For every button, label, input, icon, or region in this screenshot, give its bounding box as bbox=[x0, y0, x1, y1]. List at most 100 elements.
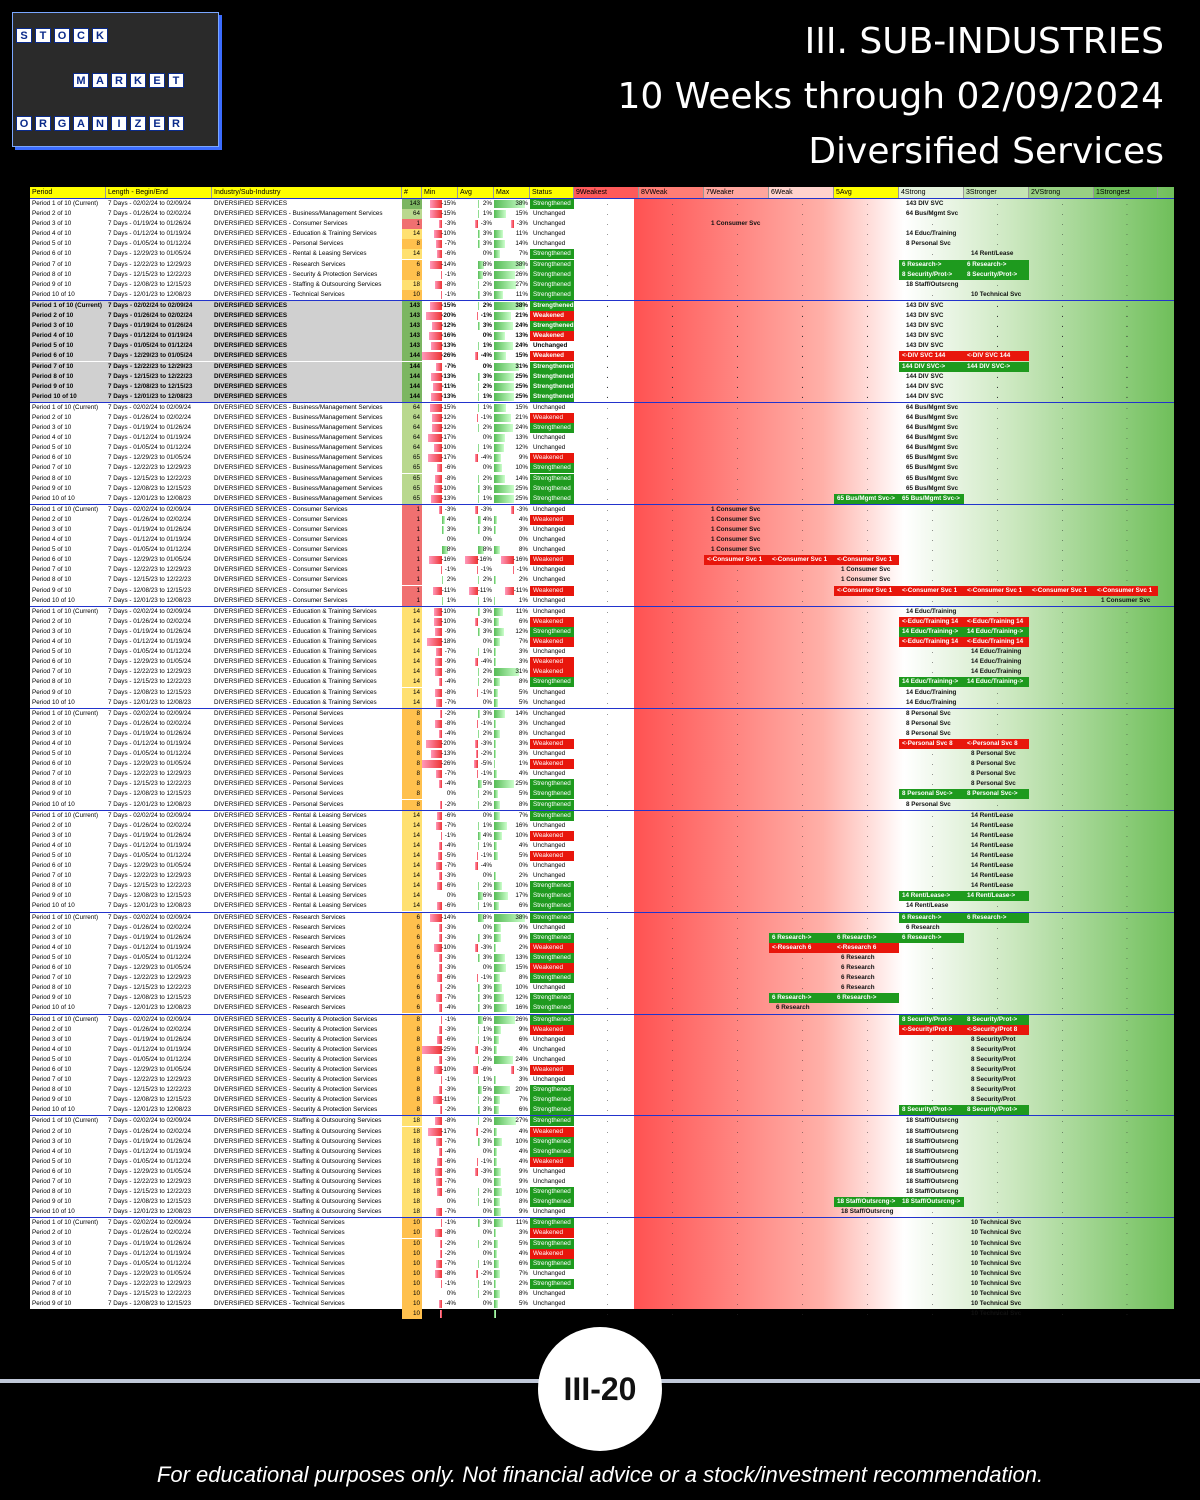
empty-marker: . bbox=[1061, 648, 1064, 656]
value-bar bbox=[477, 678, 480, 687]
empty-marker: . bbox=[736, 576, 739, 584]
value-text: 2% bbox=[482, 424, 492, 432]
period-cell: Period 8 of 10 bbox=[30, 371, 108, 382]
column-header[interactable]: 1Strongest bbox=[1094, 187, 1158, 198]
value-bar bbox=[464, 556, 478, 565]
value-bar bbox=[439, 933, 442, 942]
period-cell: Period 8 of 10 bbox=[32, 780, 72, 788]
column-header[interactable]: 8VWeak bbox=[639, 187, 704, 198]
value-bar bbox=[477, 1055, 480, 1064]
status-cell: Strengthened bbox=[530, 289, 574, 300]
value-text: -16% bbox=[441, 556, 456, 564]
avg-cell: 0% bbox=[458, 1207, 494, 1217]
empty-marker: . bbox=[1126, 1137, 1128, 1145]
value-bar bbox=[477, 280, 480, 289]
empty-marker: . bbox=[671, 882, 674, 890]
period-cell: Period 8 of 10 bbox=[32, 984, 72, 992]
industry-cell: DIVERSIFIED SERVICES - Research Services bbox=[214, 943, 346, 951]
empty-marker: . bbox=[736, 1055, 739, 1063]
empty-marker: . bbox=[931, 760, 934, 768]
max-cell: 7% bbox=[494, 637, 530, 647]
min-cell: -15% bbox=[422, 209, 458, 219]
value-bar bbox=[494, 546, 501, 555]
max-cell: 8% bbox=[494, 545, 530, 555]
empty-marker: . bbox=[866, 280, 869, 288]
value-text: 9% bbox=[518, 933, 528, 941]
empty-marker: . bbox=[1061, 862, 1064, 870]
max-cell: 3% bbox=[494, 749, 530, 759]
value-bar bbox=[477, 709, 481, 718]
empty-marker: . bbox=[1126, 413, 1128, 421]
empty-marker: . bbox=[931, 372, 934, 380]
empty-marker: . bbox=[996, 1279, 999, 1287]
max-cell: 11% bbox=[494, 1218, 530, 1228]
value-text: 21% bbox=[515, 312, 528, 320]
column-header[interactable]: # bbox=[402, 187, 422, 198]
max-cell: 38% bbox=[494, 301, 530, 311]
column-header[interactable]: 7Weaker bbox=[704, 187, 769, 198]
empty-marker: . bbox=[1061, 1239, 1064, 1247]
value-text: 15% bbox=[515, 210, 528, 218]
value-bar bbox=[494, 434, 505, 443]
count-cell: 143 bbox=[402, 311, 422, 322]
column-header[interactable]: 3Stronger bbox=[964, 187, 1029, 198]
value-text: -20% bbox=[441, 312, 456, 320]
column-header[interactable]: Industry/Sub-Industry bbox=[212, 187, 402, 198]
period-cell: Period 5 of 10 bbox=[32, 648, 72, 656]
industry-cell: DIVERSIFIED SERVICES bbox=[212, 331, 404, 342]
max-cell: 8% bbox=[494, 729, 530, 739]
value-text: 9% bbox=[518, 1178, 528, 1185]
empty-marker: . bbox=[736, 392, 739, 400]
max-cell: 11% bbox=[494, 290, 530, 300]
value-bar bbox=[436, 648, 442, 657]
column-header[interactable]: Avg bbox=[458, 187, 494, 198]
empty-marker: . bbox=[931, 729, 934, 737]
empty-marker: . bbox=[1126, 250, 1128, 258]
column-header[interactable]: 9Weakest bbox=[574, 187, 639, 198]
column-header[interactable]: 2VStrong bbox=[1029, 187, 1094, 198]
column-header[interactable]: 5Avg bbox=[834, 187, 899, 198]
column-header[interactable]: Status bbox=[530, 187, 574, 198]
empty-marker: . bbox=[736, 230, 739, 238]
column-header[interactable]: Period bbox=[30, 187, 106, 198]
min-cell: -12% bbox=[422, 321, 458, 331]
status-cell: Unchanged bbox=[533, 709, 566, 717]
strength-label: 6 Research-> bbox=[899, 259, 964, 270]
period-cell: Period 5 of 10 bbox=[32, 750, 72, 758]
value-text: 21% bbox=[515, 413, 528, 421]
min-cell: 2% bbox=[422, 575, 458, 585]
empty-marker: . bbox=[671, 1269, 674, 1277]
empty-marker: . bbox=[1061, 994, 1064, 1002]
value-bar bbox=[438, 780, 442, 789]
empty-marker: . bbox=[996, 688, 999, 696]
value-bar bbox=[436, 1178, 442, 1186]
count-cell: 18 bbox=[402, 1156, 422, 1167]
column-header[interactable]: Min bbox=[422, 187, 458, 198]
table-row: Period 8 of 10 7 Days - 12/15/23 to 12/22… bbox=[30, 575, 1174, 586]
avg-cell: 5% bbox=[458, 779, 494, 789]
value-text: 3% bbox=[482, 240, 492, 248]
avg-cell: -1% bbox=[458, 769, 494, 779]
strength-label: 144 DIV SVC bbox=[906, 392, 944, 400]
column-header[interactable]: 4Strong bbox=[899, 187, 964, 198]
period-cell: Period 4 of 10 bbox=[30, 331, 108, 342]
empty-marker: . bbox=[996, 760, 999, 768]
empty-marker: . bbox=[1061, 709, 1064, 717]
min-cell: -1% bbox=[422, 831, 458, 841]
value-bar bbox=[439, 505, 442, 514]
table-row: Period 9 of 10 7 Days - 12/08/23 to 12/15… bbox=[30, 483, 1174, 494]
empty-marker: . bbox=[736, 872, 739, 880]
strength-label: 18 Staff/Outsrcng bbox=[906, 1147, 959, 1155]
min-cell: -4% bbox=[422, 779, 458, 789]
strength-label: 1 Consumer Svc bbox=[711, 505, 761, 513]
value-text: -3% bbox=[444, 923, 456, 931]
column-header[interactable]: Length - Begin/End bbox=[106, 187, 212, 198]
column-header[interactable]: Max bbox=[494, 187, 530, 198]
column-header[interactable]: 6Weak bbox=[769, 187, 834, 198]
empty-marker: . bbox=[606, 821, 609, 829]
table-row: Period 4 of 10 7 Days - 01/12/24 to 01/19… bbox=[30, 331, 1174, 342]
min-cell: -6% bbox=[422, 901, 458, 911]
industry-cell: DIVERSIFIED SERVICES - Staffing & Outsou… bbox=[214, 1198, 382, 1206]
value-bar bbox=[494, 688, 499, 697]
